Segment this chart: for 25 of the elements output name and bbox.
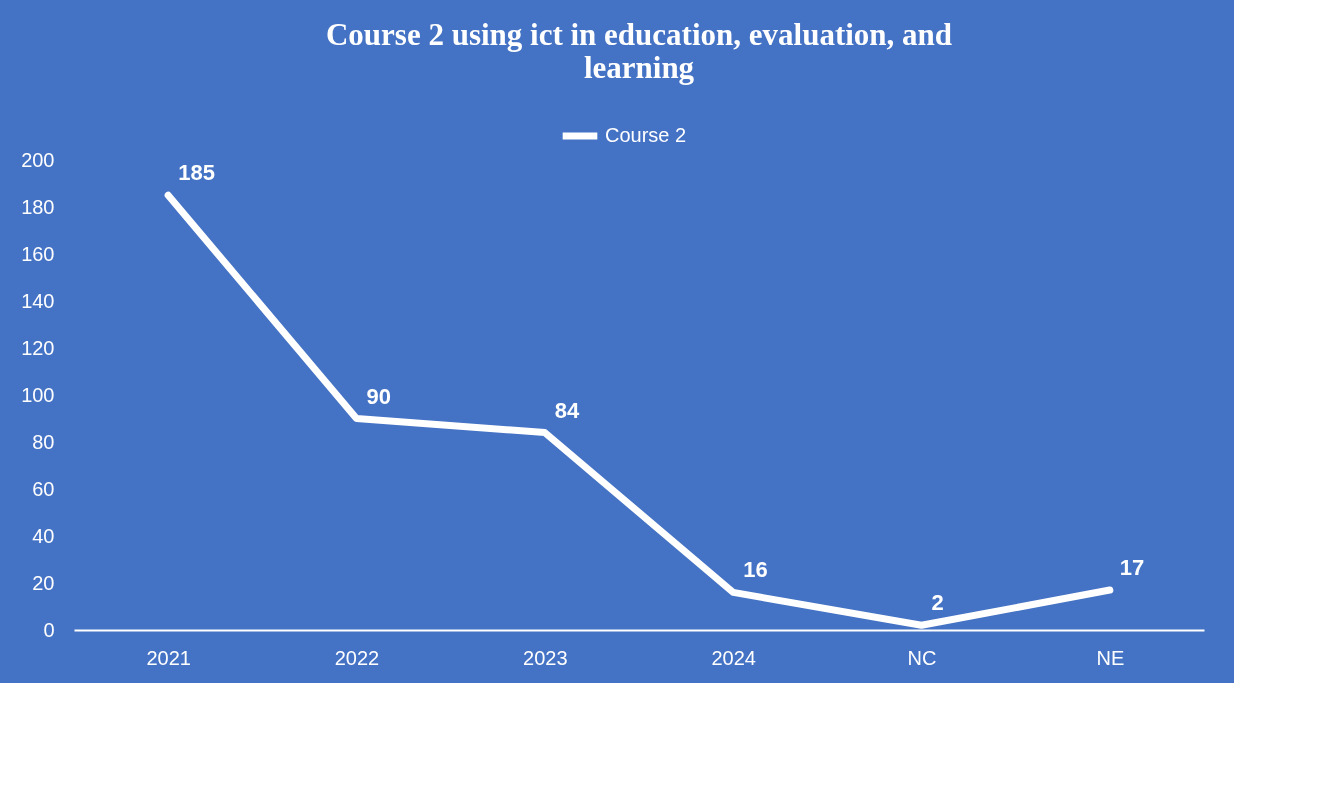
data-label: 17 — [1119, 555, 1145, 581]
chart-title: Course 2 using ict in education, evaluation, and learning — [325, 17, 953, 85]
y-tick-label: 200 — [21, 148, 55, 171]
y-tick-label: 120 — [21, 336, 55, 359]
y-tick-label: 100 — [21, 383, 55, 406]
data-label: 185 — [178, 160, 215, 186]
x-tick-label: 2022 — [334, 646, 380, 669]
y-tick-label: 140 — [21, 289, 55, 312]
y-tick-label: 0 — [43, 618, 55, 641]
data-label: 2 — [931, 590, 944, 616]
y-tick-label: 160 — [21, 242, 55, 265]
y-tick-label: 80 — [32, 430, 55, 453]
y-tick-label: 20 — [32, 571, 55, 594]
y-tick-label: 60 — [32, 477, 55, 500]
x-tick-label: 2021 — [146, 646, 191, 669]
x-tick-label: NC — [907, 646, 937, 669]
legend-label: Course 2 — [605, 124, 687, 146]
y-tick-label: 180 — [21, 195, 55, 218]
x-tick-label: 2024 — [711, 646, 756, 669]
x-tick-label: NE — [1096, 646, 1125, 669]
data-label: 84 — [554, 397, 581, 423]
data-label: 16 — [743, 557, 768, 583]
y-tick-label: 40 — [32, 524, 55, 547]
x-tick-label: 2023 — [523, 646, 568, 669]
data-label: 90 — [366, 383, 391, 409]
